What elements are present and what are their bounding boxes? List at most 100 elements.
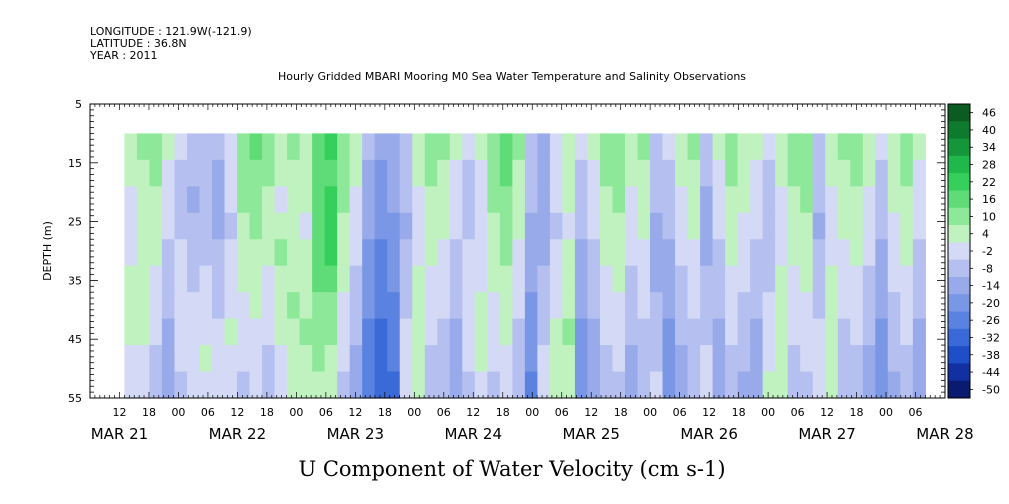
heatmap-cell: [237, 318, 251, 346]
heatmap-cell: [599, 371, 614, 399]
colorbar-label: -8: [982, 262, 993, 275]
heatmap-cell: [249, 133, 263, 161]
heatmap-cell: [387, 371, 401, 399]
heatmap-cell: [299, 186, 313, 214]
heatmap-cell: [499, 292, 513, 320]
heatmap-cell: [337, 265, 351, 293]
heatmap-cell: [850, 345, 864, 373]
heatmap-cell: [512, 371, 526, 399]
heatmap-cell: [524, 159, 538, 187]
x-date-label: MAR 28: [916, 425, 973, 443]
heatmap-cell: [912, 371, 926, 399]
heatmap-cell: [462, 371, 476, 399]
heatmap-cell: [524, 371, 538, 399]
heatmap-cell: [887, 239, 901, 267]
heatmap-cell: [862, 239, 876, 267]
heatmap-cell: [712, 133, 726, 161]
colorbar-swatch: [948, 311, 970, 330]
heatmap-cell: [825, 371, 839, 399]
heatmap-cell: [186, 265, 201, 293]
x-date-label: MAR 25: [562, 425, 619, 443]
heatmap-cell: [237, 371, 251, 399]
heatmap-cell: [312, 133, 326, 161]
heatmap-cell: [725, 265, 739, 293]
heatmap-cell: [887, 186, 901, 214]
heatmap-cell: [875, 345, 889, 373]
heatmap-cell: [499, 159, 513, 187]
heatmap-cell: [249, 292, 263, 320]
heatmap-cell: [599, 212, 614, 240]
heatmap-cell: [775, 159, 789, 187]
heatmap-cell: [762, 265, 776, 293]
heatmap-cell: [299, 318, 313, 346]
heatmap-cell: [462, 345, 476, 373]
heatmap-cell: [437, 239, 451, 267]
heatmap-cell: [224, 345, 238, 373]
heatmap-cell: [562, 371, 576, 399]
heatmap-cell: [237, 265, 251, 293]
heatmap-cell: [712, 265, 726, 293]
colorbar-swatch: [948, 294, 970, 313]
heatmap-cell: [212, 345, 226, 373]
heatmap-cell: [862, 265, 876, 293]
heatmap-cell: [349, 133, 363, 161]
heatmap-cell: [462, 292, 476, 320]
heatmap-cell: [237, 345, 251, 373]
colorbar-label: -14: [982, 280, 1000, 293]
heatmap-cell: [675, 292, 689, 320]
heatmap-cell: [287, 265, 301, 293]
heatmap-cell: [449, 292, 463, 320]
heatmap-cell: [612, 371, 626, 399]
heatmap-cell: [462, 212, 476, 240]
heatmap-cell: [174, 159, 188, 187]
heatmap-cell: [787, 133, 801, 161]
heatmap-cell: [537, 159, 551, 187]
heatmap-cell: [412, 159, 426, 187]
heatmap-cell: [837, 371, 851, 399]
heatmap-cell: [474, 265, 488, 293]
heatmap-cell: [675, 133, 689, 161]
heatmap-cell: [887, 159, 901, 187]
heatmap-cell: [825, 265, 839, 293]
x-tick-label: 00: [879, 406, 893, 419]
heatmap-cell: [574, 186, 589, 214]
heatmap-cell: [337, 292, 351, 320]
x-tick-label: 18: [850, 406, 864, 419]
heatmap-cell: [186, 186, 201, 214]
colorbar-swatch: [948, 380, 970, 399]
heatmap-cell: [887, 318, 901, 346]
heatmap-cell: [249, 186, 263, 214]
heatmap-cell: [362, 318, 376, 346]
heatmap-cell: [124, 212, 138, 240]
heatmap-cell: [287, 239, 301, 267]
y-tick-label: 55: [68, 392, 82, 405]
heatmap-cell: [337, 186, 351, 214]
colorbar-label: -50: [982, 383, 1000, 396]
heatmap-cell: [762, 159, 776, 187]
colorbar-label: -2: [982, 245, 993, 258]
heatmap-cell: [574, 212, 589, 240]
x-date-label: MAR 27: [798, 425, 855, 443]
heatmap-cell: [399, 212, 413, 240]
heatmap-cell: [149, 133, 163, 161]
heatmap-cell: [149, 292, 163, 320]
heatmap-cell: [875, 292, 889, 320]
heatmap-cell: [412, 292, 426, 320]
heatmap-cell: [412, 186, 426, 214]
colorbar-label: -44: [982, 366, 1000, 379]
x-date-label: MAR 24: [445, 425, 502, 443]
heatmap-cell: [374, 133, 388, 161]
heatmap-cell: [599, 265, 614, 293]
heatmap-cell: [462, 265, 476, 293]
heatmap-cell: [725, 318, 739, 346]
heatmap-cell: [750, 159, 764, 187]
colorbar-label: 34: [982, 141, 996, 154]
heatmap-cell: [212, 186, 226, 214]
heatmap-cell: [875, 212, 889, 240]
heatmap-cell: [549, 345, 564, 373]
heatmap-cell: [675, 212, 689, 240]
heatmap-cell: [675, 239, 689, 267]
colorbar-swatch: [948, 138, 970, 157]
heatmap-cell: [499, 371, 513, 399]
heatmap-cell: [212, 318, 226, 346]
